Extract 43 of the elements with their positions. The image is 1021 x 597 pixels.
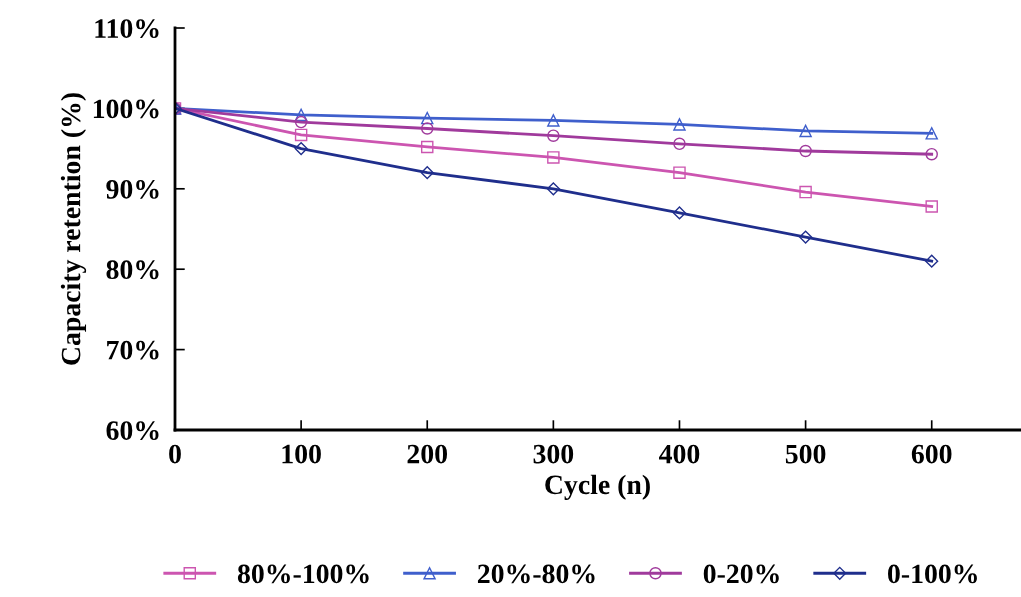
y-tick-label: 90%	[106, 179, 159, 199]
y-tick-label: 110%	[95, 19, 159, 38]
point	[294, 115, 308, 129]
y-tick-label: 70%	[107, 340, 159, 360]
point	[799, 185, 812, 199]
point	[294, 128, 308, 142]
x-axis-title: Cycle (n)	[545, 474, 650, 500]
point	[294, 142, 308, 156]
point	[547, 114, 560, 127]
x-tick-label: 600	[911, 444, 952, 464]
legend-label: 80%-100%	[237, 564, 369, 584]
point	[547, 151, 560, 164]
point	[420, 111, 434, 125]
point	[925, 254, 939, 268]
x-tick-label: 0	[169, 444, 181, 464]
point	[673, 118, 686, 131]
point	[925, 200, 938, 213]
point	[546, 182, 560, 196]
x-tick-label: 100	[282, 444, 321, 464]
legend-label: 0-100%	[888, 564, 977, 584]
point	[294, 108, 308, 122]
point	[925, 147, 938, 161]
x-tick-label: 200	[407, 444, 448, 464]
x-tick-label: 500	[785, 444, 826, 464]
point	[420, 140, 434, 154]
legend-label: 0-20%	[703, 564, 779, 584]
point	[925, 127, 938, 140]
point	[672, 206, 687, 220]
point	[673, 137, 686, 151]
point	[420, 166, 434, 180]
y-axis-title: Capacity retention (%)	[60, 93, 87, 365]
y-tick-label: 60%	[106, 421, 159, 440]
x-tick-label: 400	[659, 444, 700, 464]
y-tick-label: 80%	[106, 260, 159, 280]
y-tick-label: 100%	[93, 99, 159, 119]
point	[799, 124, 812, 138]
point	[547, 129, 560, 142]
point	[799, 230, 813, 244]
x-tick-label: 300	[533, 444, 574, 464]
legend-label: 20%-80%	[477, 564, 595, 584]
point	[420, 122, 434, 135]
point	[673, 166, 686, 179]
point	[799, 144, 812, 158]
